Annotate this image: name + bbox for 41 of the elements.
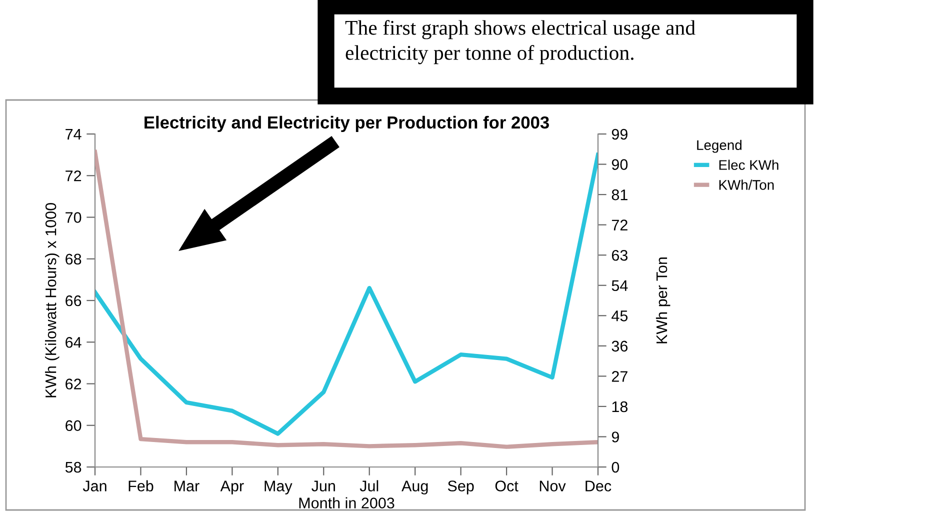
x-tick-label: Nov: [540, 480, 566, 492]
x-tick-label: May: [264, 480, 292, 494]
y2-tick-label: 81: [612, 189, 628, 200]
y2-tick-label: 99: [612, 128, 628, 140]
x-tick-label: Jun: [312, 480, 335, 492]
y2-axis-title: KWh per Ton: [656, 257, 670, 344]
y-tick-label: 62: [66, 378, 82, 390]
y2-tick-label: 36: [612, 340, 628, 352]
y2-tick-label: 18: [612, 401, 628, 412]
chart-title: Electricity and Electricity per Production for 2003: [144, 116, 549, 132]
x-tick-label: Feb: [128, 480, 154, 492]
x-axis-title: Month in 2003: [299, 497, 394, 508]
legend-label: Elec KWh: [719, 160, 778, 170]
y2-tick-label: 63: [612, 250, 628, 261]
y-tick-label: 58: [65, 462, 82, 473]
x-tick-label: Aug: [402, 480, 428, 494]
y2-tick-label: 9: [612, 432, 619, 442]
x-tick-label: Jul: [360, 480, 378, 492]
x-tick-label: Oct: [495, 480, 518, 492]
text: The first graph shows electrical usage and electricity per tonne of production.: [345, 20, 696, 64]
y2-tick-label: 90: [612, 159, 628, 170]
legend-title: Legend: [697, 140, 742, 153]
y-tick-label: 74: [66, 129, 82, 140]
y2-tick-label: 45: [612, 310, 628, 322]
y2-tick-label: 72: [612, 220, 628, 230]
x-tick-label: Mar: [174, 480, 200, 492]
y2-tick-label: 27: [612, 371, 628, 382]
x-tick-label: Jan: [82, 480, 106, 492]
y-tick-label: 64: [66, 336, 82, 348]
y-tick-label: 72: [66, 170, 82, 182]
y-tick-label: 68: [66, 254, 82, 265]
y-axis-title: KWh (Kilowatt Hours) x 1000: [45, 203, 60, 398]
legend-label: KWh/Ton: [719, 180, 774, 190]
y2-tick-label: 0: [612, 462, 620, 473]
y-tick-label: 60: [66, 420, 82, 432]
y2-tick-label: 54: [612, 280, 628, 292]
x-tick-label: Dec: [586, 480, 612, 492]
x-tick-label: Apr: [220, 480, 244, 494]
y-tick-label: 66: [66, 295, 82, 306]
x-tick-label: Sep: [448, 480, 474, 494]
y-tick-label: 70: [66, 212, 82, 223]
